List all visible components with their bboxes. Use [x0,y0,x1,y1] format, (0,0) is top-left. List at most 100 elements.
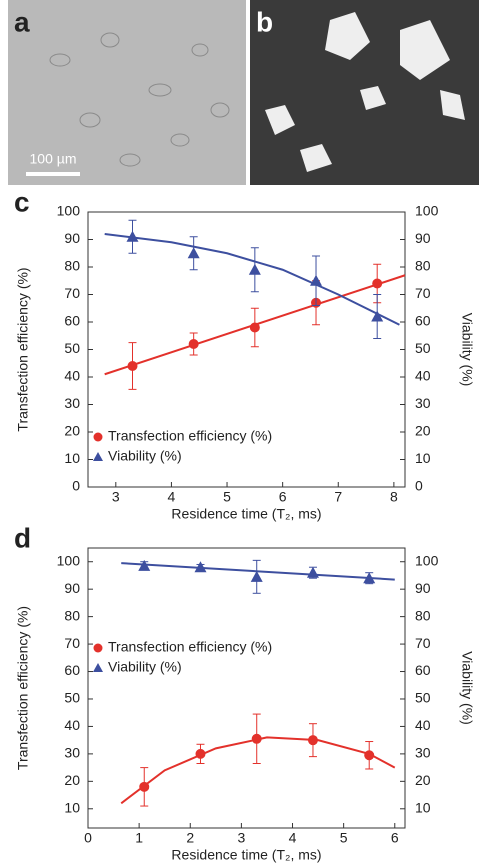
x-tick-label: 0 [84,830,92,846]
y2-axis-title: Viability (%) [459,651,475,725]
x-tick-label: 6 [391,830,399,846]
point [307,735,318,746]
point [251,733,262,744]
y2-tick-label: 30 [415,745,431,761]
y2-tick-label: 90 [415,580,431,596]
x-tick-label: 5 [223,489,231,505]
point [372,278,383,289]
y2-tick-label: 50 [415,690,431,706]
y-tick-label: 50 [64,340,80,356]
y-tick-label: 90 [64,230,80,246]
point [250,570,263,582]
y2-tick-label: 80 [415,607,431,623]
legend-label: Transfection efficiency (%) [108,639,272,655]
scale-bar-label: 100 µm [30,151,77,167]
y-tick-label: 90 [64,580,80,596]
x-tick-label: 2 [186,830,194,846]
y-tick-label: 80 [64,607,80,623]
y-tick-label: 100 [57,552,81,568]
y2-tick-label: 40 [415,368,431,384]
point [371,310,384,322]
y-axis-title: Transfection efficiency (%) [15,606,31,770]
point [194,561,207,573]
y2-tick-label: 100 [415,552,439,568]
point [306,566,319,578]
x-tick-label: 4 [168,489,176,505]
y2-axis-title: Viability (%) [459,313,475,387]
point [187,247,200,259]
y2-tick-label: 60 [415,662,431,678]
plot-frame [87,547,406,829]
y-tick-label: 20 [64,772,80,788]
y2-tick-label: 90 [415,230,431,246]
y2-tick-label: 30 [415,395,431,411]
y-tick-label: 60 [64,313,80,329]
point [363,572,376,584]
y-tick-label: 50 [64,690,80,706]
y2-tick-label: 50 [415,340,431,356]
x-tick-label: 5 [340,830,348,846]
y-tick-label: 30 [64,745,80,761]
legend-marker [93,663,103,672]
legend-label: Viability (%) [108,448,182,464]
x-tick-label: 7 [334,489,342,505]
y-tick-label: 40 [64,368,80,384]
y2-tick-label: 0 [415,478,423,494]
x-tick-label: 3 [237,830,245,846]
point [139,781,150,792]
y2-tick-label: 10 [415,799,431,815]
fit-line [121,562,395,581]
y-axis-title: Transfection efficiency (%) [15,267,31,431]
x-axis-title: Residence time (T₂, ms) [171,506,321,522]
point [249,322,260,333]
legend-marker [93,432,103,442]
fit-line [120,736,396,805]
y-tick-label: 20 [64,423,80,439]
x-tick-label: 3 [112,489,120,505]
x-tick-label: 1 [135,830,143,846]
y2-tick-label: 100 [415,203,439,219]
point [138,559,151,571]
legend-label: Viability (%) [108,659,182,675]
y2-tick-label: 10 [415,450,431,466]
y-tick-label: 0 [72,478,80,494]
x-axis-title: Residence time (T₂, ms) [171,847,321,863]
point [310,274,323,286]
x-tick-label: 4 [289,830,297,846]
cells-a [49,32,230,167]
y2-tick-label: 70 [415,635,431,651]
x-tick-label: 8 [390,489,398,505]
y-tick-label: 40 [64,717,80,733]
y-tick-label: 70 [64,635,80,651]
y2-tick-label: 20 [415,772,431,788]
y2-tick-label: 60 [415,313,431,329]
y2-tick-label: 40 [415,717,431,733]
point [188,339,199,349]
x-tick-label: 6 [279,489,287,505]
cells-b [265,12,465,172]
panel-label: a [14,6,30,37]
y-tick-label: 30 [64,395,80,411]
legend-label: Transfection efficiency (%) [108,428,272,444]
y-tick-label: 10 [64,450,80,466]
legend-marker [93,643,103,653]
panel-label: c [14,186,30,217]
y-tick-label: 10 [64,799,80,815]
y-tick-label: 80 [64,258,80,274]
panel-label: b [256,6,273,37]
y2-tick-label: 70 [415,285,431,301]
point [126,230,139,242]
point [248,263,261,275]
y2-tick-label: 80 [415,258,431,274]
point [364,750,375,761]
y-tick-label: 60 [64,662,80,678]
y-tick-label: 70 [64,285,80,301]
y-tick-label: 100 [57,203,81,219]
y2-tick-label: 20 [415,423,431,439]
point [127,361,138,371]
point [195,748,206,759]
legend-marker [93,452,103,461]
panel-label: d [14,522,31,553]
